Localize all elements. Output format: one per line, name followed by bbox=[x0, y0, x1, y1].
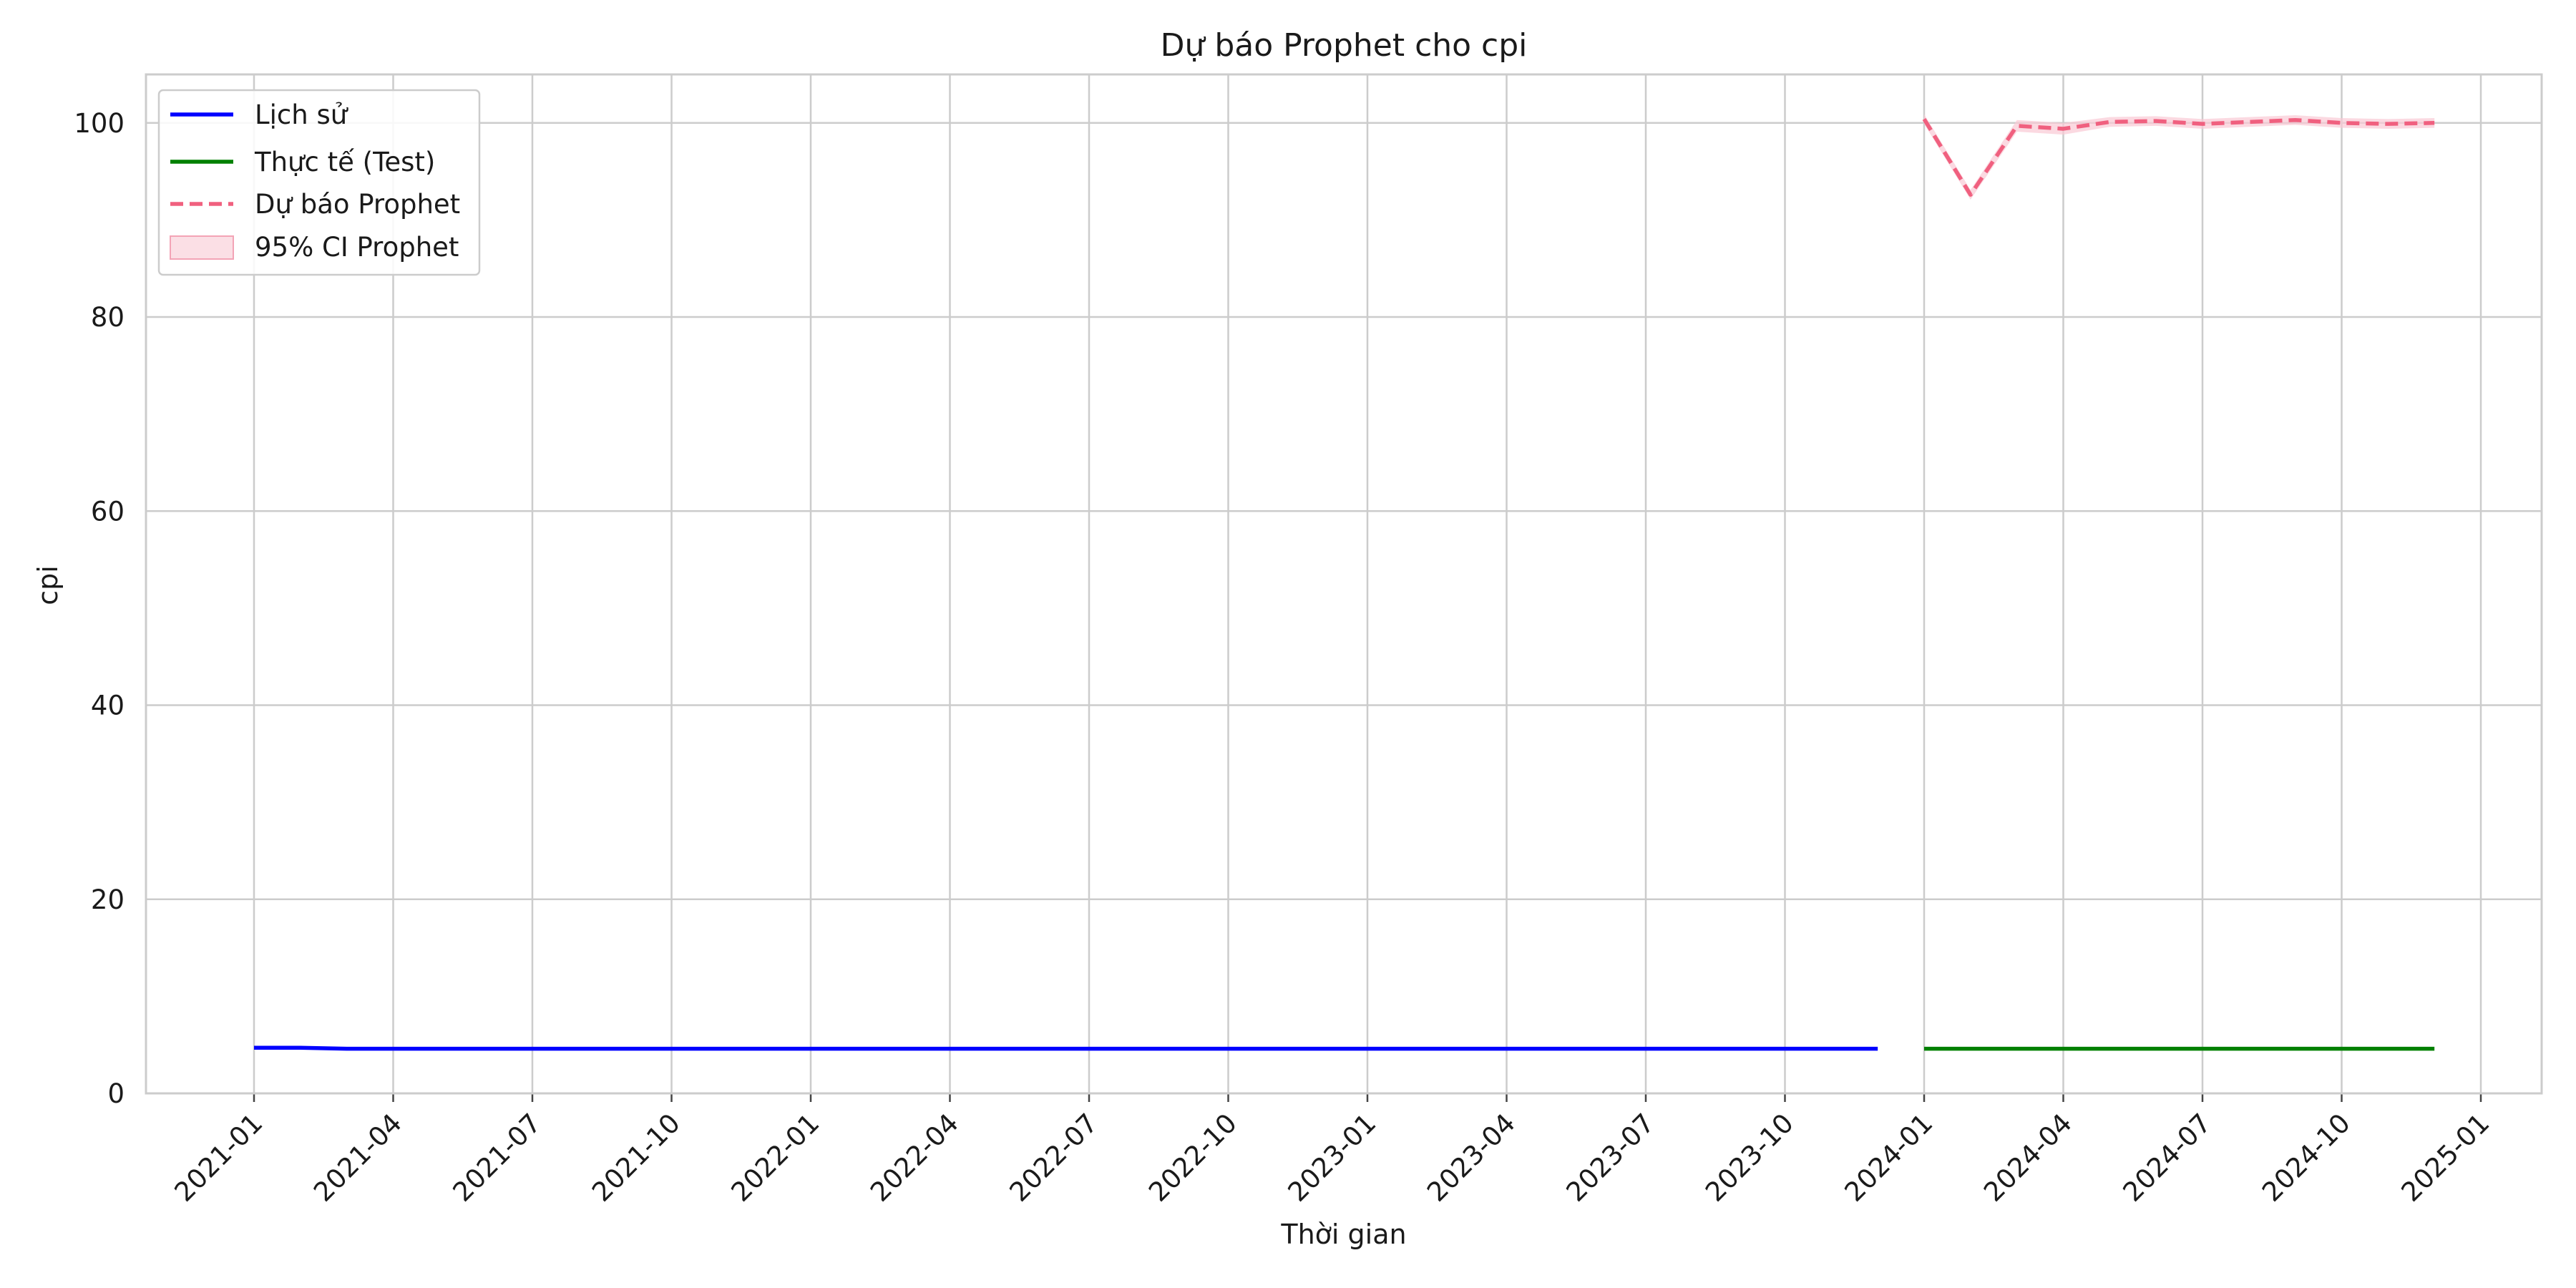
legend-label-forecast: Dự báo Prophet bbox=[255, 189, 460, 220]
y-axis-label: cpi bbox=[32, 565, 64, 605]
legend-label-history: Lịch sử bbox=[255, 99, 349, 130]
legend: Lịch sử Thực tế (Test) Dự báo Prophet 95… bbox=[157, 89, 481, 276]
series-layer bbox=[254, 117, 2435, 1051]
legend-label-ci: 95% CI Prophet bbox=[255, 232, 459, 263]
chart-title: Dự báo Prophet cho cpi bbox=[1161, 27, 1528, 64]
legend-box bbox=[157, 89, 481, 276]
plot-frame bbox=[145, 73, 2543, 1095]
y-tick-label: 100 bbox=[74, 108, 125, 139]
series-line-2 bbox=[1922, 117, 2435, 197]
legend-swatch-ci bbox=[170, 235, 234, 260]
y-tick-label: 0 bbox=[107, 1078, 125, 1109]
y-tick-label: 40 bbox=[91, 691, 125, 721]
confidence-interval-layer bbox=[1924, 114, 2435, 200]
y-tick-label: 80 bbox=[91, 302, 125, 333]
x-axis-label: Thời gian bbox=[1280, 1219, 1406, 1250]
ci-band-2 bbox=[1924, 114, 2435, 200]
y-tick-labels: 0 20 40 60 80 100 bbox=[74, 108, 125, 1109]
y-tick-label: 60 bbox=[91, 496, 125, 527]
legend-label-test: Thực tế (Test) bbox=[254, 147, 435, 177]
y-tick-label: 20 bbox=[91, 884, 125, 915]
